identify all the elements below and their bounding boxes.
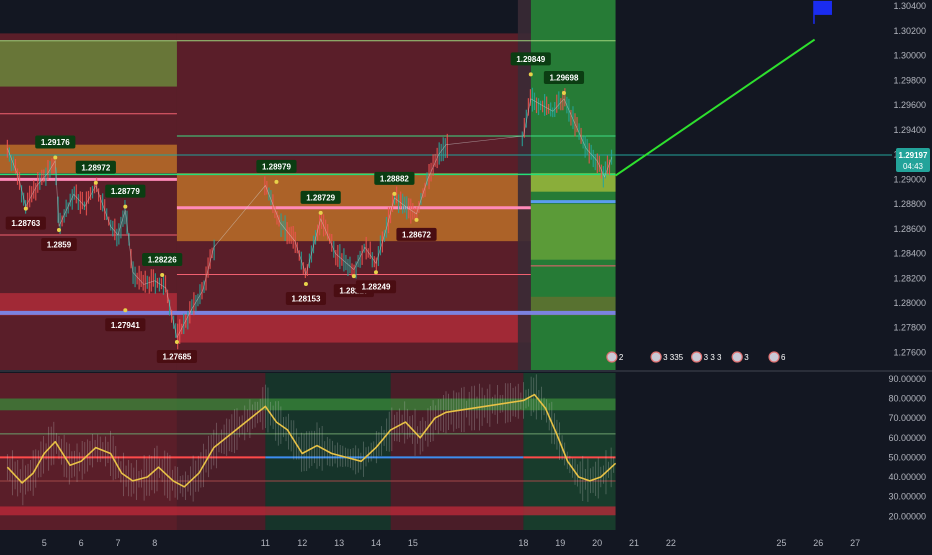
current-price-tag: 1.29197 04:43 — [896, 148, 930, 172]
low-label-text: 1.28153 — [291, 295, 320, 304]
high-point-marker — [529, 72, 533, 76]
oscillator-panel[interactable] — [0, 373, 616, 530]
date-tick-label: 21 — [629, 538, 639, 548]
low-point-marker — [374, 270, 378, 274]
price-tick-label: 1.28800 — [893, 199, 926, 209]
high-label-text: 1.28972 — [81, 163, 110, 172]
date-tick-label: 18 — [518, 538, 528, 548]
oscillator-tick-label: 30.00000 — [888, 492, 926, 502]
low-point-marker — [24, 207, 28, 211]
event-marker-icon[interactable] — [607, 352, 617, 362]
high-label-text: 1.29698 — [549, 73, 578, 82]
price-zone — [531, 204, 616, 260]
oscillator-tick-label: 80.00000 — [888, 394, 926, 404]
date-tick-label: 15 — [408, 538, 418, 548]
price-tick-label: 1.30200 — [893, 26, 926, 36]
date-tick-label: 20 — [592, 538, 602, 548]
high-point-marker — [392, 192, 396, 196]
date-tick-label: 19 — [555, 538, 565, 548]
high-label-text: 1.28729 — [306, 193, 335, 202]
event-marker-text[interactable]: 2 — [619, 353, 624, 362]
low-label-text: 1.28249 — [362, 283, 391, 292]
event-marker-icon[interactable] — [769, 352, 779, 362]
oscillator-tick-label: 20.00000 — [888, 511, 926, 521]
high-point-marker — [274, 180, 278, 184]
high-label-text: 1.29849 — [516, 55, 545, 64]
current-price-value: 1.29197 — [899, 151, 928, 160]
date-tick-label: 26 — [813, 538, 823, 548]
event-marker-text[interactable]: 3 — [744, 353, 749, 362]
low-label-text: 1.27941 — [111, 321, 140, 330]
price-tick-label: 1.30400 — [893, 1, 926, 11]
high-label-text: 1.28882 — [380, 174, 409, 183]
low-point-marker — [304, 282, 308, 286]
date-tick-label: 27 — [850, 538, 860, 548]
low-label-text: 1.28763 — [11, 219, 40, 228]
low-label-text: 1.27685 — [162, 352, 191, 361]
low-label-text: 1.28672 — [402, 230, 431, 239]
high-point-marker — [123, 205, 127, 209]
price-tick-label: 1.28400 — [893, 249, 926, 259]
low-point-marker — [57, 228, 61, 232]
target-flag-icon — [814, 1, 832, 15]
date-tick-label: 22 — [666, 538, 676, 548]
price-tick-label: 1.27600 — [893, 347, 926, 357]
oscillator-tick-label: 60.00000 — [888, 433, 926, 443]
price-tick-label: 1.29600 — [893, 100, 926, 110]
price-tick-label: 1.30000 — [893, 51, 926, 61]
date-tick-label: 5 — [42, 538, 47, 548]
event-marker-text[interactable]: 6 — [781, 353, 786, 362]
date-tick-label: 12 — [297, 538, 307, 548]
high-label-text: 1.29176 — [41, 138, 70, 147]
date-tick-label: 8 — [152, 538, 157, 548]
low-point-marker — [123, 308, 127, 312]
high-label-text: 1.28226 — [148, 256, 177, 265]
low-point-marker — [175, 340, 179, 344]
high-point-marker — [53, 156, 57, 160]
price-tick-label: 1.28200 — [893, 273, 926, 283]
price-axis[interactable]: 1.30400 1.30200 1.30000 1.29800 1.29600 1.294… — [893, 1, 926, 357]
price-tick-label: 1.27800 — [893, 323, 926, 333]
low-point-marker — [352, 274, 356, 278]
price-zone — [177, 313, 531, 343]
oscillator-tick-label: 70.00000 — [888, 413, 926, 423]
price-tick-label: 1.29000 — [893, 174, 926, 184]
oscillator-tick-label: 90.00000 — [888, 374, 926, 384]
date-tick-label: 13 — [334, 538, 344, 548]
candle-countdown: 04:43 — [903, 162, 924, 171]
high-label-text: 1.28979 — [262, 162, 291, 171]
price-zone — [0, 41, 177, 87]
price-tick-label: 1.28600 — [893, 224, 926, 234]
event-marker-icon[interactable] — [692, 352, 702, 362]
date-tick-label: 7 — [115, 538, 120, 548]
date-tick-label: 11 — [261, 538, 270, 548]
price-tick-label: 1.29800 — [893, 75, 926, 85]
price-tick-label: 1.28000 — [893, 298, 926, 308]
event-marker-text[interactable]: 3 335 — [663, 353, 684, 362]
oscillator-band — [0, 506, 616, 515]
oscillator-tick-label: 40.00000 — [888, 472, 926, 482]
high-point-marker — [319, 211, 323, 215]
event-marker-icon[interactable] — [651, 352, 661, 362]
high-point-marker — [94, 181, 98, 185]
date-tick-label: 14 — [371, 538, 381, 548]
date-tick-label: 6 — [79, 538, 84, 548]
high-label-text: 1.28779 — [111, 187, 140, 196]
high-point-marker — [160, 273, 164, 277]
event-marker-icon[interactable] — [732, 352, 742, 362]
price-tick-label: 1.29400 — [893, 125, 926, 135]
low-label-text: 1.2859 — [47, 241, 72, 250]
high-point-marker — [562, 91, 566, 95]
oscillator-tick-label: 50.00000 — [888, 452, 926, 462]
event-marker-text[interactable]: 3 3 3 — [704, 353, 722, 362]
low-point-marker — [415, 218, 419, 222]
date-tick-label: 25 — [776, 538, 786, 548]
